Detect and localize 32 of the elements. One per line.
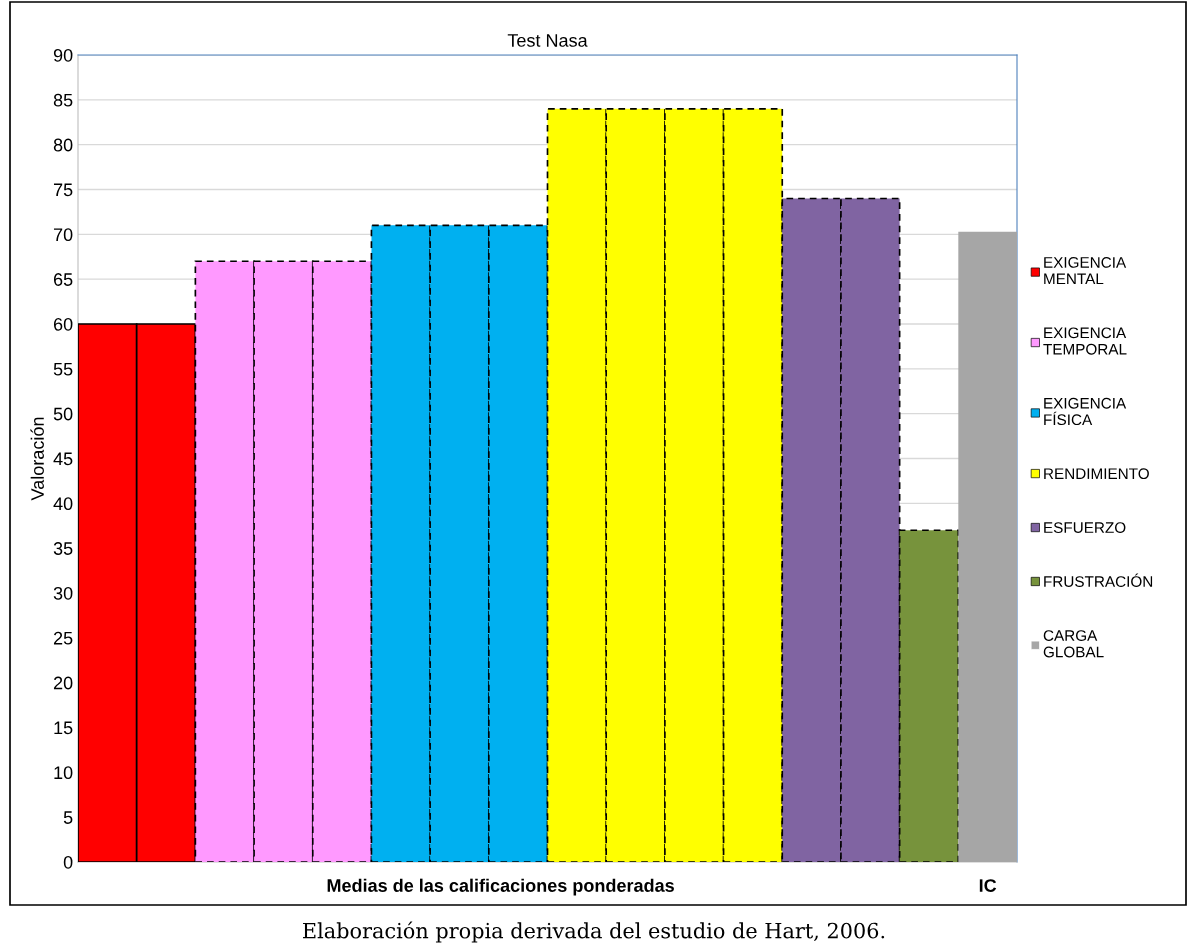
y-tick-label: 45 (53, 452, 73, 466)
y-tick-label: 65 (53, 273, 73, 286)
y-tick-label: 25 (53, 631, 73, 645)
y-axis-title: Valoración (30, 417, 44, 501)
y-tick-label: 80 (53, 138, 73, 152)
bar (958, 231, 1017, 862)
y-tick-label: 20 (53, 676, 73, 690)
y-tick-label: 90 (53, 48, 73, 62)
legend-label: EXIGENCIA TEMPORAL (1043, 327, 1127, 355)
y-tick-label: 30 (53, 586, 73, 600)
y-tick-label: 40 (53, 497, 73, 511)
y-tick-label: 35 (53, 542, 73, 555)
legend-label: ESFUERZO (1044, 522, 1126, 534)
y-tick-label: 75 (53, 183, 73, 197)
y-tick-label: 70 (53, 228, 73, 242)
legend-label: EXIGENCIA FÍSICA (1044, 397, 1127, 426)
y-tick-label: 0 (63, 855, 73, 869)
y-tick-label: 60 (53, 317, 73, 331)
y-tick-label: 15 (54, 721, 73, 735)
text: Medias de las calificaciones ponderadas (327, 878, 674, 896)
y-tick-label: 5 (63, 811, 73, 824)
legend-label: EXIGENCIA MENTAL (1044, 256, 1127, 285)
y-tick-label: 10 (54, 766, 73, 780)
y-tick-label: 55 (53, 362, 73, 376)
legend-label: CARGA GLOBAL (1043, 630, 1104, 658)
text: Elaboración propia derivada del estudio de Hart, 2006. (303, 921, 885, 943)
legend-label: FRUSTRACIÓN (1044, 573, 1153, 587)
y-tick-label: 50 (53, 407, 73, 421)
x-tick-label: IC (979, 879, 997, 892)
chart-title: Test Nasa (507, 34, 588, 47)
legend-label: RENDIMIENTO (1044, 468, 1149, 480)
y-tick-label: 85 (53, 93, 73, 107)
